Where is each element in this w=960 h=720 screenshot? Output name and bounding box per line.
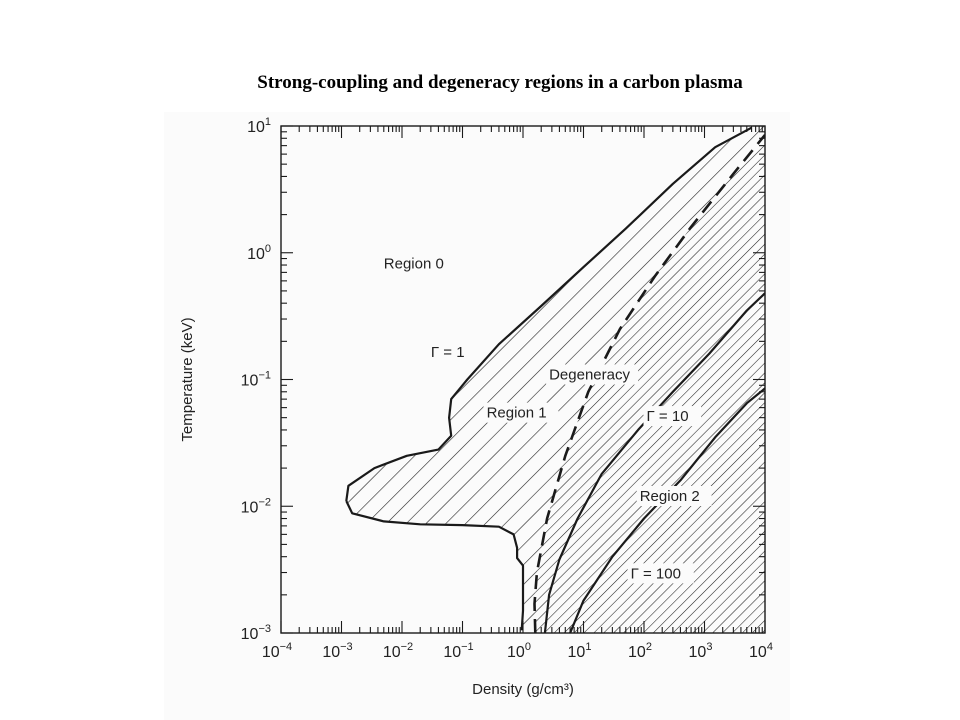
slide-title: Strong-coupling and degeneracy regions i… (257, 72, 743, 93)
gamma-10-curve (543, 292, 765, 633)
annotation-backdrop (636, 486, 712, 507)
x-tick-label: 10−2 (383, 641, 413, 661)
annotation-backdrop (483, 402, 559, 423)
y-tick-label: 100 (247, 243, 271, 263)
gamma-1-upper-curve (345, 126, 753, 502)
annotation-label: Degeneracy (549, 367, 630, 384)
y-tick-label: 101 (247, 116, 271, 136)
x-tick-label: 101 (568, 641, 592, 661)
annotation-label: Γ = 10 (647, 408, 689, 425)
annotation-label: Region 0 (384, 256, 444, 273)
annotation-label: Region 1 (487, 405, 547, 422)
annotation-backdrop (627, 563, 694, 584)
region-2-hatch (534, 126, 765, 633)
y-tick-label: 10−3 (241, 623, 271, 643)
annotation-label: Γ = 1 (431, 344, 465, 361)
chart-annotations: Region 0 Γ = 1 Degeneracy Region 1 Γ = 10 Reg… (380, 253, 712, 584)
y-tick-label: 10−1 (241, 370, 271, 390)
annotation-label: Region 2 (640, 488, 700, 505)
x-tick-label: 10−4 (262, 641, 292, 661)
y-axis-label: Temperature (keV) (179, 317, 196, 441)
x-tick-label: 103 (689, 641, 713, 661)
x-tick-label: 100 (507, 641, 531, 661)
x-tick-label: 104 (749, 641, 773, 661)
annotation-backdrop (546, 364, 639, 385)
chart-plot: 10−4 10−3 10−2 10−1 100 101 102 103 10410−310−21… (179, 116, 773, 698)
ticks (280, 125, 766, 634)
x-tick-label: 10−1 (443, 641, 473, 661)
gamma-1-lower-curve (345, 500, 525, 631)
x-tick-label: 10−3 (322, 641, 352, 661)
scanned-figure: 10−4 10−3 10−2 10−1 100 101 102 103 104 10−3 10−2 1… (164, 112, 790, 720)
x-tick-label: 102 (628, 641, 652, 661)
x-axis-label: Density (g/cm³) (472, 681, 574, 698)
tick-labels: 10−4 10−3 10−2 10−1 100 101 102 103 10410−310−21… (241, 116, 773, 661)
annotation-backdrop (643, 406, 702, 427)
annotation-backdrop (380, 253, 456, 274)
annotation-backdrop (427, 342, 477, 363)
degeneracy-curve (533, 134, 765, 633)
y-tick-label: 10−2 (241, 496, 271, 516)
annotation-label: Γ = 100 (631, 565, 681, 582)
